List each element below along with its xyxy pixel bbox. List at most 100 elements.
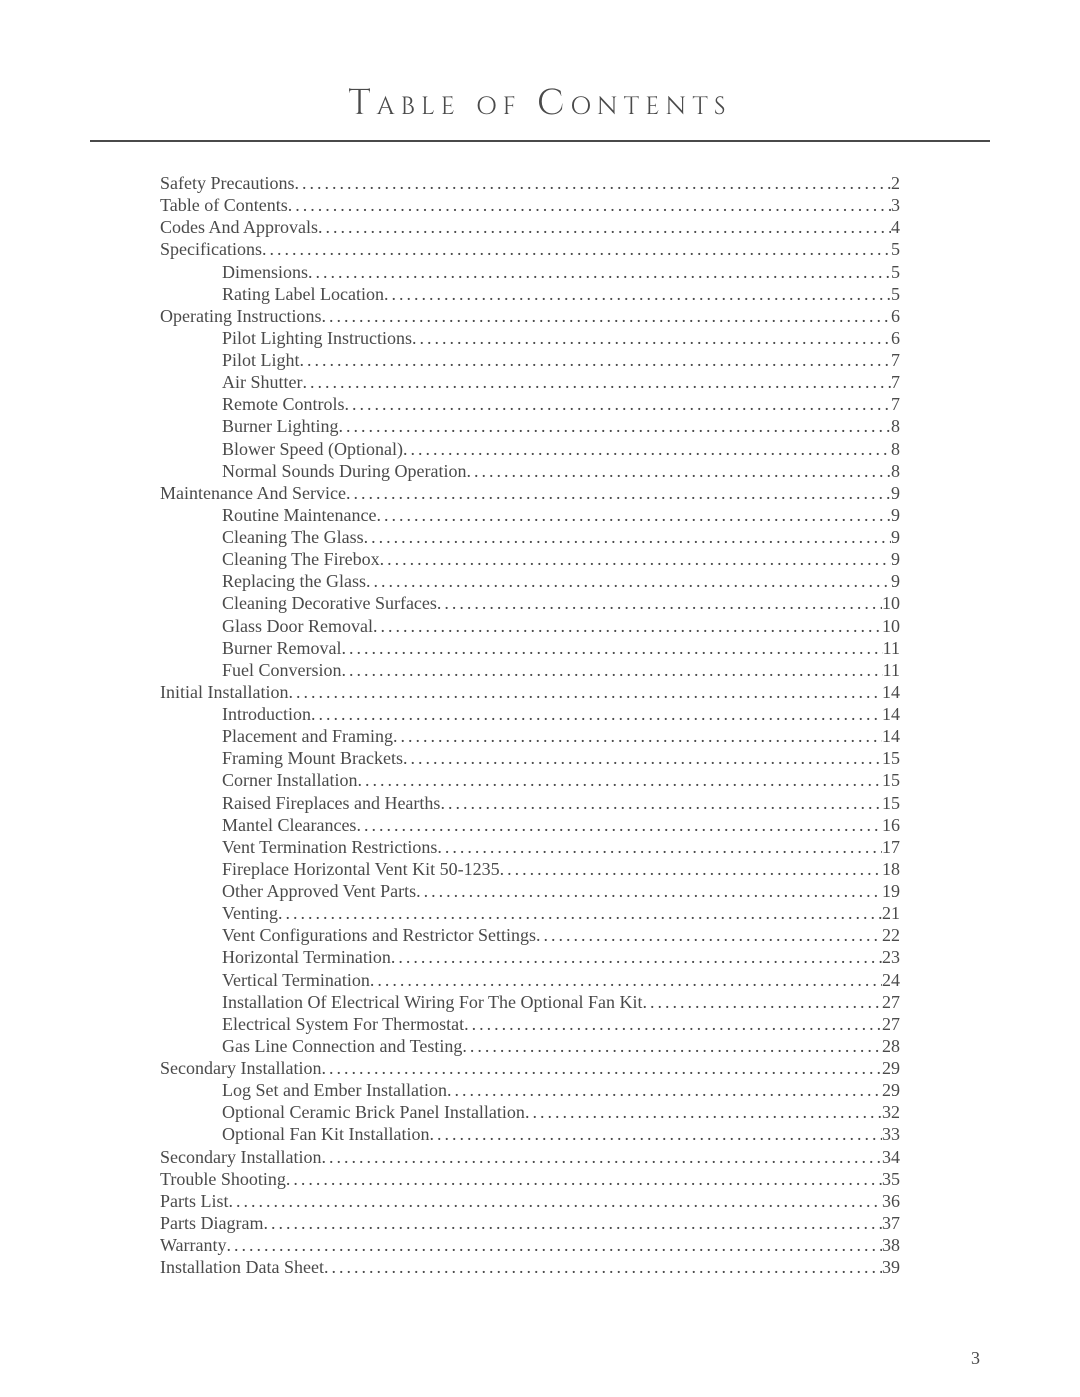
toc-entry-label: Cleaning Decorative Surfaces bbox=[222, 592, 437, 614]
toc-entry-page: 34 bbox=[882, 1146, 900, 1168]
toc-entry-label: Installation Data Sheet bbox=[160, 1256, 324, 1278]
toc-entry-label: Placement and Framing bbox=[222, 725, 393, 747]
toc-entry-leader bbox=[391, 946, 882, 968]
toc-entry-page: 8 bbox=[891, 438, 900, 460]
toc-entry-label: Cleaning The Glass bbox=[222, 526, 364, 548]
toc-entry: Normal Sounds During Operation 8 bbox=[160, 460, 900, 482]
toc-entry-leader bbox=[286, 1168, 882, 1190]
toc-entry: Secondary Installation34 bbox=[160, 1146, 900, 1168]
toc-entry-label: Initial Installation bbox=[160, 681, 288, 703]
toc-entry-leader bbox=[416, 880, 882, 902]
toc-entry-label: Pilot Lighting Instructions bbox=[222, 327, 412, 349]
toc-entry: Parts Diagram37 bbox=[160, 1212, 900, 1234]
toc-entry-leader bbox=[403, 747, 882, 769]
toc-entry: Fuel Conversion11 bbox=[160, 659, 900, 681]
toc-entry-label: Vertical Termination bbox=[222, 969, 370, 991]
page-title: Table of Contents bbox=[90, 80, 990, 128]
toc-entry: Optional Ceramic Brick Panel Installatio… bbox=[160, 1101, 900, 1123]
toc-entry: Electrical System For Thermostat27 bbox=[160, 1013, 900, 1035]
toc-entry: Air Shutter7 bbox=[160, 371, 900, 393]
toc-entry-label: Gas Line Connection and Testing bbox=[222, 1035, 462, 1057]
toc-entry-page: 39 bbox=[882, 1256, 900, 1278]
toc-entry-label: Normal Sounds During Operation bbox=[222, 460, 466, 482]
toc-entry-page: 35 bbox=[882, 1168, 900, 1190]
page-container: Table of Contents Safety Precautions 2 Tab… bbox=[0, 0, 1080, 1318]
toc-entry: Burner Removal11 bbox=[160, 637, 900, 659]
toc-entry-leader bbox=[288, 194, 891, 216]
toc-entry-page: 9 bbox=[891, 482, 900, 504]
toc-entry: Parts List36 bbox=[160, 1190, 900, 1212]
toc-entry: Cleaning The Glass9 bbox=[160, 526, 900, 548]
toc-entry: Vertical Termination24 bbox=[160, 969, 900, 991]
toc-entry: Mantel Clearances16 bbox=[160, 814, 900, 836]
toc-entry-label: Optional Ceramic Brick Panel Installatio… bbox=[222, 1101, 525, 1123]
toc-entry: Placement and Framing14 bbox=[160, 725, 900, 747]
toc-entry-page: 32 bbox=[882, 1101, 900, 1123]
toc-entry-label: Cleaning The Firebox bbox=[222, 548, 380, 570]
toc-entry-page: 23 bbox=[882, 946, 900, 968]
toc-entry-label: Operating Instructions bbox=[160, 305, 321, 327]
toc-entry-page: 9 bbox=[891, 570, 900, 592]
toc-entry-label: Glass Door Removal bbox=[222, 615, 373, 637]
toc-entry-label: Safety Precautions bbox=[160, 172, 294, 194]
toc-entry-page: 36 bbox=[882, 1190, 900, 1212]
toc-entry-page: 28 bbox=[882, 1035, 900, 1057]
toc-entry-leader bbox=[341, 637, 882, 659]
toc-entry-leader bbox=[229, 1190, 882, 1212]
toc-entry-leader bbox=[412, 327, 891, 349]
title-divider bbox=[90, 140, 990, 142]
toc-entry-leader bbox=[321, 305, 891, 327]
toc-entry-page: 10 bbox=[882, 615, 900, 637]
toc-entry-page: 9 bbox=[891, 548, 900, 570]
toc-entry-leader bbox=[403, 438, 891, 460]
toc-entry-page: 29 bbox=[882, 1057, 900, 1079]
toc-entry-leader bbox=[345, 393, 892, 415]
toc-entry: Glass Door Removal 10 bbox=[160, 615, 900, 637]
toc-entry-page: 14 bbox=[882, 703, 900, 725]
toc-entry: Maintenance And Service9 bbox=[160, 482, 900, 504]
toc-entry-page: 2 bbox=[891, 172, 900, 194]
toc-entry-leader bbox=[393, 725, 882, 747]
toc-entry-label: Routine Maintenance bbox=[222, 504, 376, 526]
toc-entry-leader bbox=[311, 703, 882, 725]
toc-entry-page: 8 bbox=[891, 460, 900, 482]
toc-entry: Venting21 bbox=[160, 902, 900, 924]
toc-entry-label: Venting bbox=[222, 902, 278, 924]
toc-entry-page: 11 bbox=[883, 637, 900, 659]
toc-entry-page: 4 bbox=[891, 216, 900, 238]
toc-entry-label: Dimensions bbox=[222, 261, 308, 283]
toc-entry: Burner Lighting8 bbox=[160, 415, 900, 437]
toc-entry-page: 22 bbox=[882, 924, 900, 946]
toc-entry: Raised Fireplaces and Hearths15 bbox=[160, 792, 900, 814]
toc-entry-page: 8 bbox=[891, 415, 900, 437]
toc-entry-leader bbox=[308, 261, 891, 283]
toc-entry-page: 6 bbox=[891, 327, 900, 349]
toc-entry-leader bbox=[288, 681, 882, 703]
toc-entry-page: 5 bbox=[891, 283, 900, 305]
toc-entry-leader bbox=[462, 1035, 882, 1057]
toc-entry-leader bbox=[447, 1079, 882, 1101]
toc-entry: Codes And Approvals4 bbox=[160, 216, 900, 238]
toc-entry-page: 10 bbox=[882, 592, 900, 614]
toc-entry-page: 17 bbox=[882, 836, 900, 858]
toc-entry-label: Raised Fireplaces and Hearths bbox=[222, 792, 440, 814]
toc-entry-page: 7 bbox=[891, 371, 900, 393]
toc-entry: Installation Of Electrical Wiring For Th… bbox=[160, 991, 900, 1013]
toc-entry-leader bbox=[278, 902, 882, 924]
toc-entry-page: 15 bbox=[882, 769, 900, 791]
toc-entry-page: 3 bbox=[891, 194, 900, 216]
toc-entry-label: Electrical System For Thermostat bbox=[222, 1013, 464, 1035]
toc-entry-leader bbox=[227, 1234, 882, 1256]
toc-entry: Initial Installation14 bbox=[160, 681, 900, 703]
toc-entry-leader bbox=[356, 814, 882, 836]
toc-entry-label: Mantel Clearances bbox=[222, 814, 356, 836]
toc-entry-label: Pilot Light bbox=[222, 349, 300, 371]
toc-entry-label: Replacing the Glass bbox=[222, 570, 366, 592]
toc-entry-leader bbox=[536, 924, 882, 946]
toc-entry-label: Table of Contents bbox=[160, 194, 288, 216]
toc-entry-page: 18 bbox=[882, 858, 900, 880]
toc-entry-leader bbox=[342, 659, 883, 681]
toc-entry: Horizontal Termination23 bbox=[160, 946, 900, 968]
toc-entry-label: Installation Of Electrical Wiring For Th… bbox=[222, 991, 643, 1013]
toc-entry-leader bbox=[376, 504, 891, 526]
